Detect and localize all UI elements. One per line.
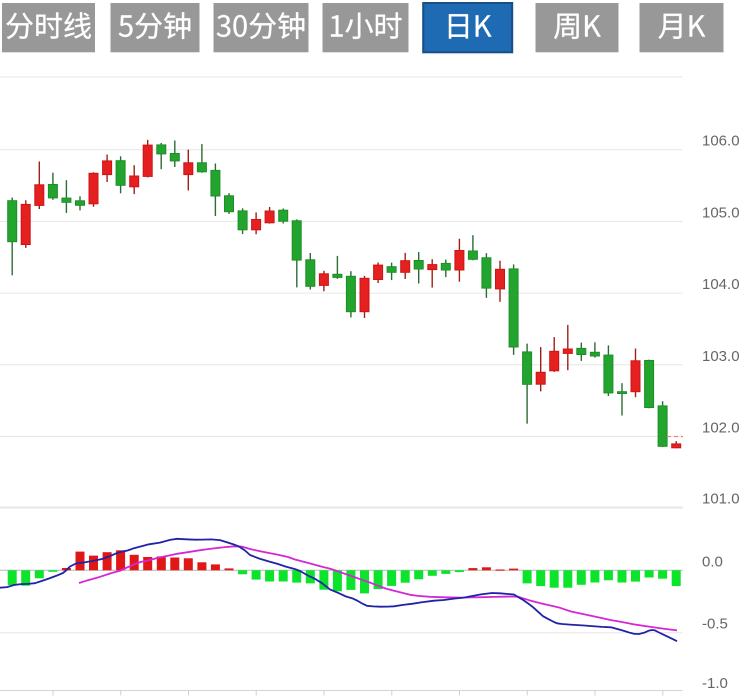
svg-text:103.0: 103.0 bbox=[702, 348, 740, 365]
svg-text:104.0: 104.0 bbox=[702, 276, 740, 293]
svg-text:101.0: 101.0 bbox=[702, 491, 740, 508]
svg-text:106.0: 106.0 bbox=[702, 133, 740, 150]
svg-text:-0.5: -0.5 bbox=[702, 616, 728, 633]
svg-text:0.0: 0.0 bbox=[702, 553, 723, 570]
svg-text:102.0: 102.0 bbox=[702, 420, 740, 437]
svg-text:-1.0: -1.0 bbox=[702, 675, 728, 692]
svg-text:105.0: 105.0 bbox=[702, 204, 740, 221]
